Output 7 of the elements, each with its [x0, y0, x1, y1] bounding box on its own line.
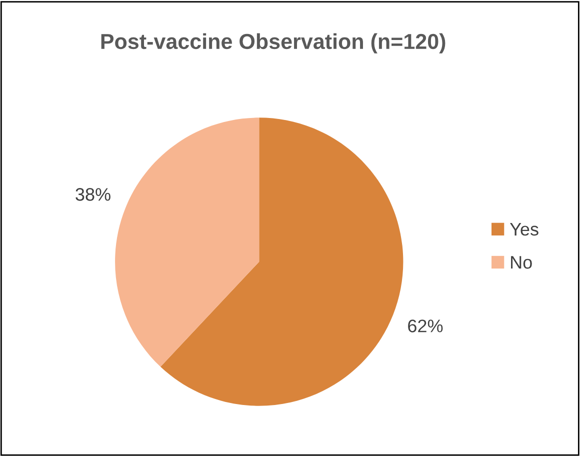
- pie-slice: [115, 118, 260, 367]
- legend-label: Yes: [510, 223, 538, 236]
- legend-label: No: [511, 256, 532, 269]
- pie-slice: [160, 118, 404, 406]
- data-label: 62%: [408, 320, 443, 332]
- chart-title: Post-vaccine Observation (n=120): [101, 33, 446, 54]
- data-label: 38%: [76, 188, 110, 201]
